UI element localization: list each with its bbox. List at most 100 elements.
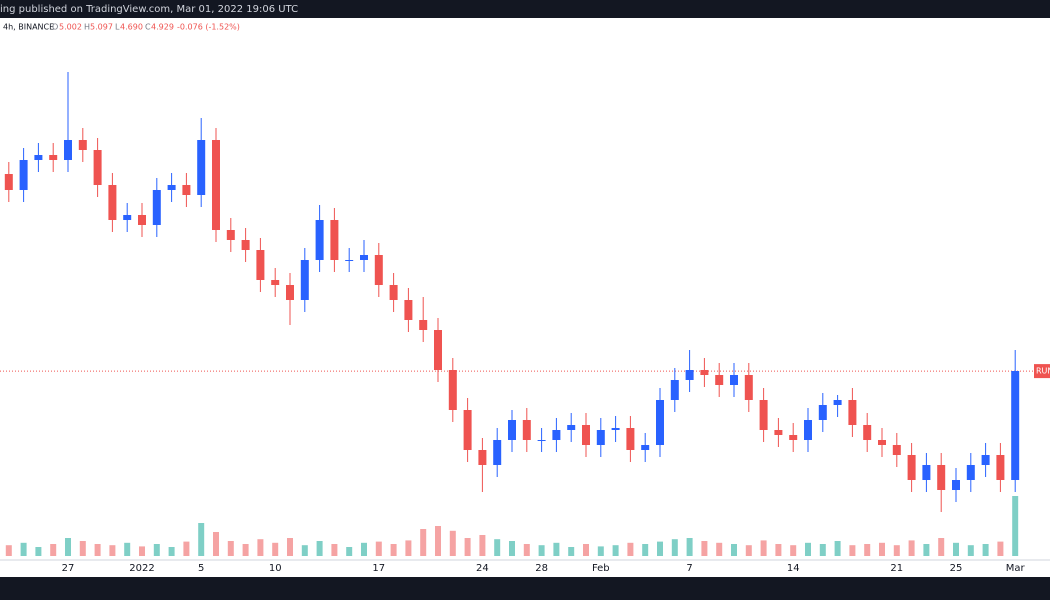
volume-bar: [375, 541, 382, 556]
volume-bar: [923, 544, 930, 556]
volume-bar: [124, 542, 131, 556]
x-tick-label: 7: [686, 563, 692, 574]
volume-bar: [819, 544, 826, 556]
volume-bar: [805, 542, 811, 556]
volume-bar: [627, 542, 634, 556]
candle-body: [182, 185, 191, 195]
ohlc-label: L: [115, 23, 120, 32]
candle-body: [966, 465, 975, 480]
candle-body: [360, 255, 368, 260]
candle-body: [123, 215, 132, 220]
x-tick-label: 25: [950, 563, 963, 574]
candle-body: [197, 140, 206, 195]
volume-bar: [65, 538, 71, 556]
volume-bar: [686, 538, 693, 556]
candle-body: [656, 400, 664, 445]
candle-body: [715, 375, 724, 385]
volume-bar: [420, 529, 427, 556]
candle-body: [759, 400, 768, 430]
candle-body: [241, 240, 250, 250]
volume-bar: [50, 544, 57, 556]
volume-bar: [346, 547, 353, 556]
candle-body: [19, 160, 28, 190]
x-tick-label: 28: [535, 563, 548, 574]
candle-body: [552, 430, 561, 440]
candle-body: [493, 440, 502, 465]
legend: 4h, BINANCE O 5.002 H 5.097 L 4.690 C 4.…: [3, 23, 240, 32]
candle-body: [670, 380, 679, 400]
banner: ing published on TradingView.com, Mar 01…: [0, 4, 298, 15]
candle-body: [478, 450, 487, 465]
candle-body: [596, 430, 605, 445]
price-label-box: [1034, 364, 1050, 379]
volume-bar: [612, 545, 619, 556]
volume-bar: [109, 545, 116, 556]
volume-bar: [272, 542, 279, 556]
volume-bar: [568, 547, 575, 556]
volume-bar: [745, 545, 752, 556]
volume-bar: [449, 530, 456, 556]
volume-bar: [523, 544, 530, 556]
candle-body: [286, 285, 294, 300]
candle-body: [1011, 371, 1020, 480]
volume-bar: [1012, 496, 1019, 556]
volume-bar: [731, 544, 737, 556]
volume-bar: [879, 542, 885, 556]
volume-bar: [316, 541, 323, 556]
volume-bar: [938, 538, 945, 556]
volume-bar: [864, 544, 871, 556]
candle-body: [108, 185, 117, 220]
volume-bar: [849, 545, 856, 556]
candle-body: [34, 155, 43, 160]
volume-bar: [583, 544, 589, 556]
candle-body: [300, 260, 309, 300]
candle-body: [537, 440, 546, 441]
candle-body: [330, 220, 339, 260]
volume-bar: [967, 545, 974, 556]
volume-bar: [982, 544, 989, 556]
candle-body: [774, 430, 783, 435]
candle-body: [878, 440, 886, 445]
x-tick-label: 27: [62, 563, 75, 574]
x-tick-label: 5: [198, 563, 204, 574]
x-tick-label: 24: [476, 563, 489, 574]
volume-bar: [553, 542, 560, 556]
candle-body: [611, 428, 620, 430]
candle-body: [226, 230, 235, 240]
volume-bar: [287, 538, 293, 556]
volume-bar: [361, 542, 367, 556]
x-tick-label: 2022: [129, 563, 154, 574]
volume-bar: [35, 547, 42, 556]
candle-body: [138, 215, 146, 225]
candle-body: [78, 140, 87, 150]
volume-bar: [642, 544, 649, 556]
ohlc-label: C: [145, 23, 151, 32]
candle-body: [996, 455, 1005, 480]
volume-bar: [494, 539, 501, 556]
candle-body: [463, 410, 472, 450]
volume-bar: [79, 541, 86, 556]
ohlc-label: O: [52, 23, 58, 32]
candle-body: [4, 174, 13, 190]
volume-bar: [893, 545, 900, 556]
candle-body: [922, 465, 931, 480]
volume-bar: [168, 547, 175, 556]
candle-body: [49, 155, 58, 160]
volume-bar: [227, 541, 234, 556]
ohlc-value: 5.097: [90, 23, 113, 32]
candle-body: [212, 140, 220, 230]
candle-body: [345, 260, 354, 261]
candle-body: [522, 420, 531, 440]
volume-bar: [213, 532, 219, 556]
volume-bar: [435, 526, 441, 556]
volume-bar: [479, 535, 486, 556]
candle-body: [419, 320, 428, 330]
price-label: RUN: [1036, 367, 1050, 376]
volume-bar: [5, 545, 12, 556]
volume-bar: [716, 542, 723, 556]
candle-body: [389, 285, 398, 300]
candle-body: [848, 400, 857, 425]
volume-bar: [760, 540, 767, 556]
volume-bar: [597, 546, 604, 556]
